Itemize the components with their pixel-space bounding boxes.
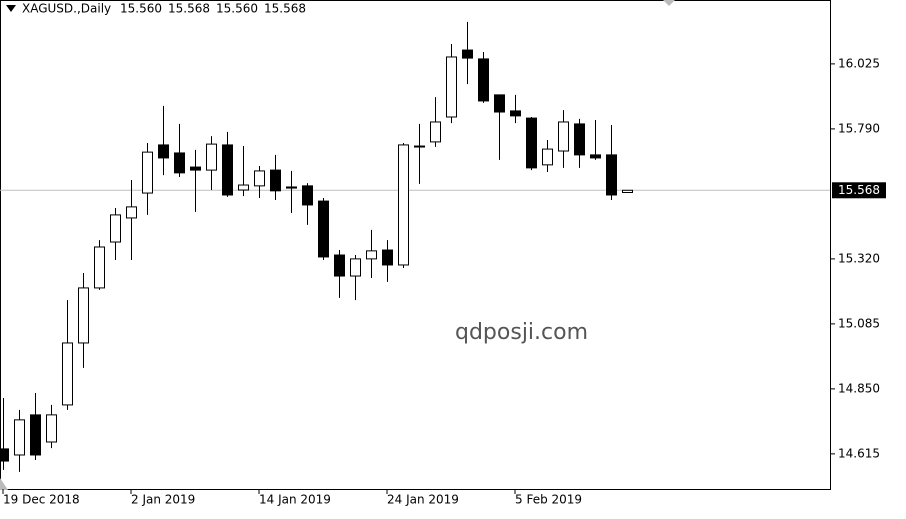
candle-body [302,185,313,206]
corner-icon [0,478,8,490]
y-tick-label: 14.850 [838,381,880,395]
candle-body [30,414,41,456]
candle-body [62,342,73,406]
candle-body [366,250,377,260]
x-tick-label: 5 Feb 2019 [515,493,582,507]
candle-body [350,258,361,277]
header-low: 15.560 [216,2,258,16]
y-tick-label: 15.790 [838,121,880,135]
candle-body [142,151,153,194]
marker-icon [663,0,675,6]
y-tick-label: 16.025 [838,56,880,70]
candle-body [414,145,425,148]
x-tick-label: 24 Jan 2019 [387,493,459,507]
y-tick-label: 15.320 [838,251,880,265]
candle-body [158,144,169,159]
candle-body [238,184,249,191]
current-price-tag [832,182,886,199]
x-tick-label: 19 Dec 2018 [3,493,80,507]
candle-body [270,169,281,192]
header-open: 15.560 [120,2,162,16]
candle-body [0,448,9,462]
candle-body [462,49,473,59]
candle-body [622,189,633,194]
candle-body [446,56,457,118]
candle-body [558,121,569,152]
candle-body [78,287,89,344]
candle-body [254,170,265,187]
candle-body [590,154,601,159]
candle-body [526,117,537,169]
current-price-label: 15.568 [838,183,880,197]
candle-body [494,94,505,113]
candle-body [14,419,25,456]
candle-body [430,121,441,143]
candle-body [126,206,137,219]
header-close: 15.568 [264,2,306,16]
candle-body [190,166,201,171]
candle-body [318,200,329,258]
candle-body [574,123,585,156]
plot-frame [0,0,831,490]
x-tick-label: 2 Jan 2019 [131,493,195,507]
candle-body [46,414,57,443]
candle-body [542,148,553,166]
candle-body [398,144,409,266]
header-arrow [6,5,16,12]
candle-body [174,152,185,174]
candle-body [206,143,217,171]
y-tick-label: 14.615 [838,446,880,460]
x-tick-label: 14 Jan 2019 [259,493,331,507]
candle-body [222,144,233,196]
candle-body [286,186,297,189]
candle-body [478,58,489,102]
candle-body [382,249,393,266]
candle-body [110,214,121,243]
candle-body [510,110,521,117]
candle-body [94,246,105,289]
candle-body [334,254,345,277]
watermark: qdposji.com [455,320,588,345]
y-tick-label: 15.085 [838,316,880,330]
chart-title: XAGUSD.,Daily [22,2,111,16]
header-high: 15.568 [168,2,210,16]
candle-body [606,154,617,196]
